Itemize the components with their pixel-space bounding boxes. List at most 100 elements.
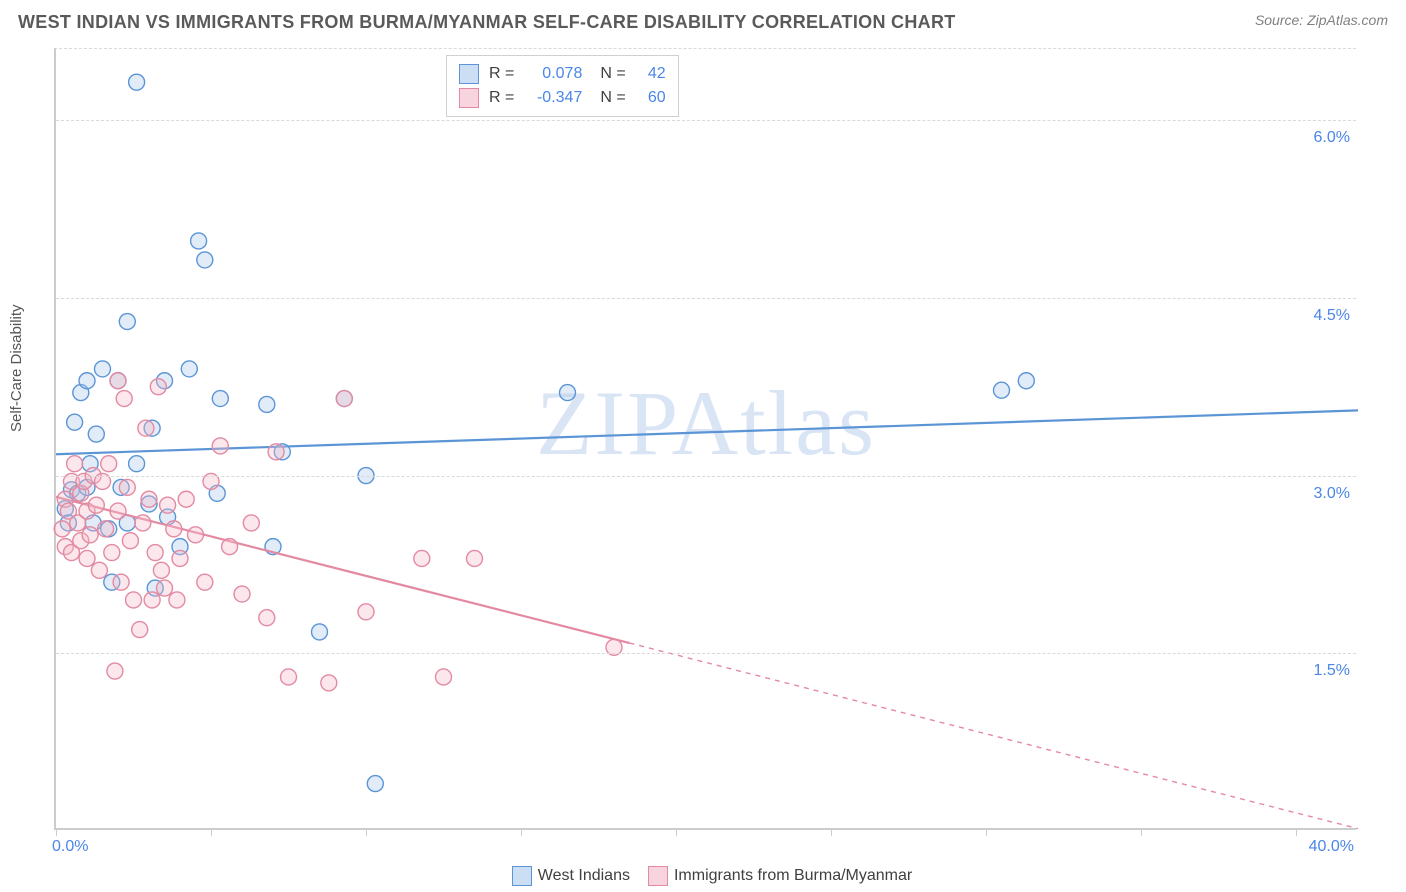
data-point — [95, 361, 111, 377]
trend-line-dashed — [630, 643, 1359, 829]
data-point — [188, 527, 204, 543]
y-axis-label: Self-Care Disability — [8, 304, 25, 432]
legend-r-label: R = — [489, 65, 514, 83]
x-tick-label-max: 40.0% — [1309, 838, 1354, 856]
data-point — [132, 622, 148, 638]
gridline — [56, 653, 1356, 654]
legend-series-name: Immigrants from Burma/Myanmar — [674, 867, 912, 884]
data-point — [119, 479, 135, 495]
data-point — [358, 604, 374, 620]
source-prefix: Source: — [1255, 12, 1307, 28]
data-point — [321, 675, 337, 691]
legend-bottom: West Indians Immigrants from Burma/Myanma… — [0, 866, 1406, 886]
data-point — [1018, 373, 1034, 389]
data-point — [135, 515, 151, 531]
data-point — [147, 545, 163, 561]
legend-swatch — [512, 866, 532, 886]
data-point — [259, 396, 275, 412]
legend-n-value: 60 — [636, 89, 666, 107]
data-point — [129, 456, 145, 472]
data-point — [157, 580, 173, 596]
data-point — [212, 438, 228, 454]
chart-title: WEST INDIAN VS IMMIGRANTS FROM BURMA/MYA… — [18, 12, 956, 33]
legend-swatch — [459, 64, 479, 84]
legend-r-value: 0.078 — [524, 65, 582, 83]
data-point — [79, 550, 95, 566]
data-point — [367, 776, 383, 792]
data-point — [101, 456, 117, 472]
data-point — [212, 391, 228, 407]
legend-top-row: R = 0.078 N = 42 — [459, 62, 666, 86]
data-point — [113, 574, 129, 590]
x-tick — [831, 828, 832, 836]
data-point — [197, 252, 213, 268]
data-point — [138, 420, 154, 436]
legend-n-label: N = — [600, 65, 625, 83]
data-point — [172, 550, 188, 566]
data-point — [122, 533, 138, 549]
legend-series-name: West Indians — [538, 867, 630, 884]
data-point — [153, 562, 169, 578]
data-point — [116, 391, 132, 407]
data-point — [994, 382, 1010, 398]
data-point — [119, 314, 135, 330]
data-point — [150, 379, 166, 395]
plot-area: ZIPAtlas R =0.078N =42R =-0.347N =60 1.5… — [54, 48, 1356, 830]
source-label: Source: ZipAtlas.com — [1255, 12, 1388, 28]
x-tick — [211, 828, 212, 836]
data-point — [243, 515, 259, 531]
data-point — [281, 669, 297, 685]
legend-top: R = 0.078 N = 42 R = -0.347 N = 60 — [446, 55, 679, 117]
data-point — [110, 373, 126, 389]
plot-svg — [56, 49, 1356, 828]
data-point — [436, 669, 452, 685]
data-point — [54, 521, 70, 537]
legend-swatch — [648, 866, 668, 886]
y-tick-label: 4.5% — [1314, 307, 1350, 325]
data-point — [268, 444, 284, 460]
data-point — [107, 663, 123, 679]
data-point — [336, 391, 352, 407]
x-tick — [1296, 828, 1297, 836]
data-point — [104, 545, 120, 561]
legend-swatch — [459, 88, 479, 108]
x-tick — [56, 828, 57, 836]
data-point — [91, 562, 107, 578]
data-point — [191, 233, 207, 249]
legend-r-value: -0.347 — [524, 89, 582, 107]
gridline — [56, 476, 1356, 477]
data-point — [67, 414, 83, 430]
data-point — [166, 521, 182, 537]
data-point — [169, 592, 185, 608]
data-point — [178, 491, 194, 507]
legend-n-value: 42 — [636, 65, 666, 83]
data-point — [88, 426, 104, 442]
data-point — [82, 527, 98, 543]
data-point — [126, 592, 142, 608]
data-point — [312, 624, 328, 640]
legend-top-row: R = -0.347 N = 60 — [459, 86, 666, 110]
gridline — [56, 120, 1356, 121]
data-point — [79, 373, 95, 389]
data-point — [181, 361, 197, 377]
data-point — [560, 385, 576, 401]
data-point — [98, 521, 114, 537]
x-tick-label-min: 0.0% — [52, 838, 88, 856]
trend-line — [56, 410, 1358, 454]
source-name: ZipAtlas.com — [1307, 12, 1388, 28]
data-point — [67, 456, 83, 472]
legend-r-label: R = — [489, 89, 514, 107]
data-point — [414, 550, 430, 566]
data-point — [234, 586, 250, 602]
data-point — [129, 74, 145, 90]
legend-n-label: N = — [600, 89, 625, 107]
data-point — [259, 610, 275, 626]
data-point — [222, 539, 238, 555]
x-tick — [676, 828, 677, 836]
x-tick — [1141, 828, 1142, 836]
data-point — [144, 592, 160, 608]
y-tick-label: 6.0% — [1314, 129, 1350, 147]
data-point — [88, 497, 104, 513]
x-tick — [366, 828, 367, 836]
x-tick — [521, 828, 522, 836]
